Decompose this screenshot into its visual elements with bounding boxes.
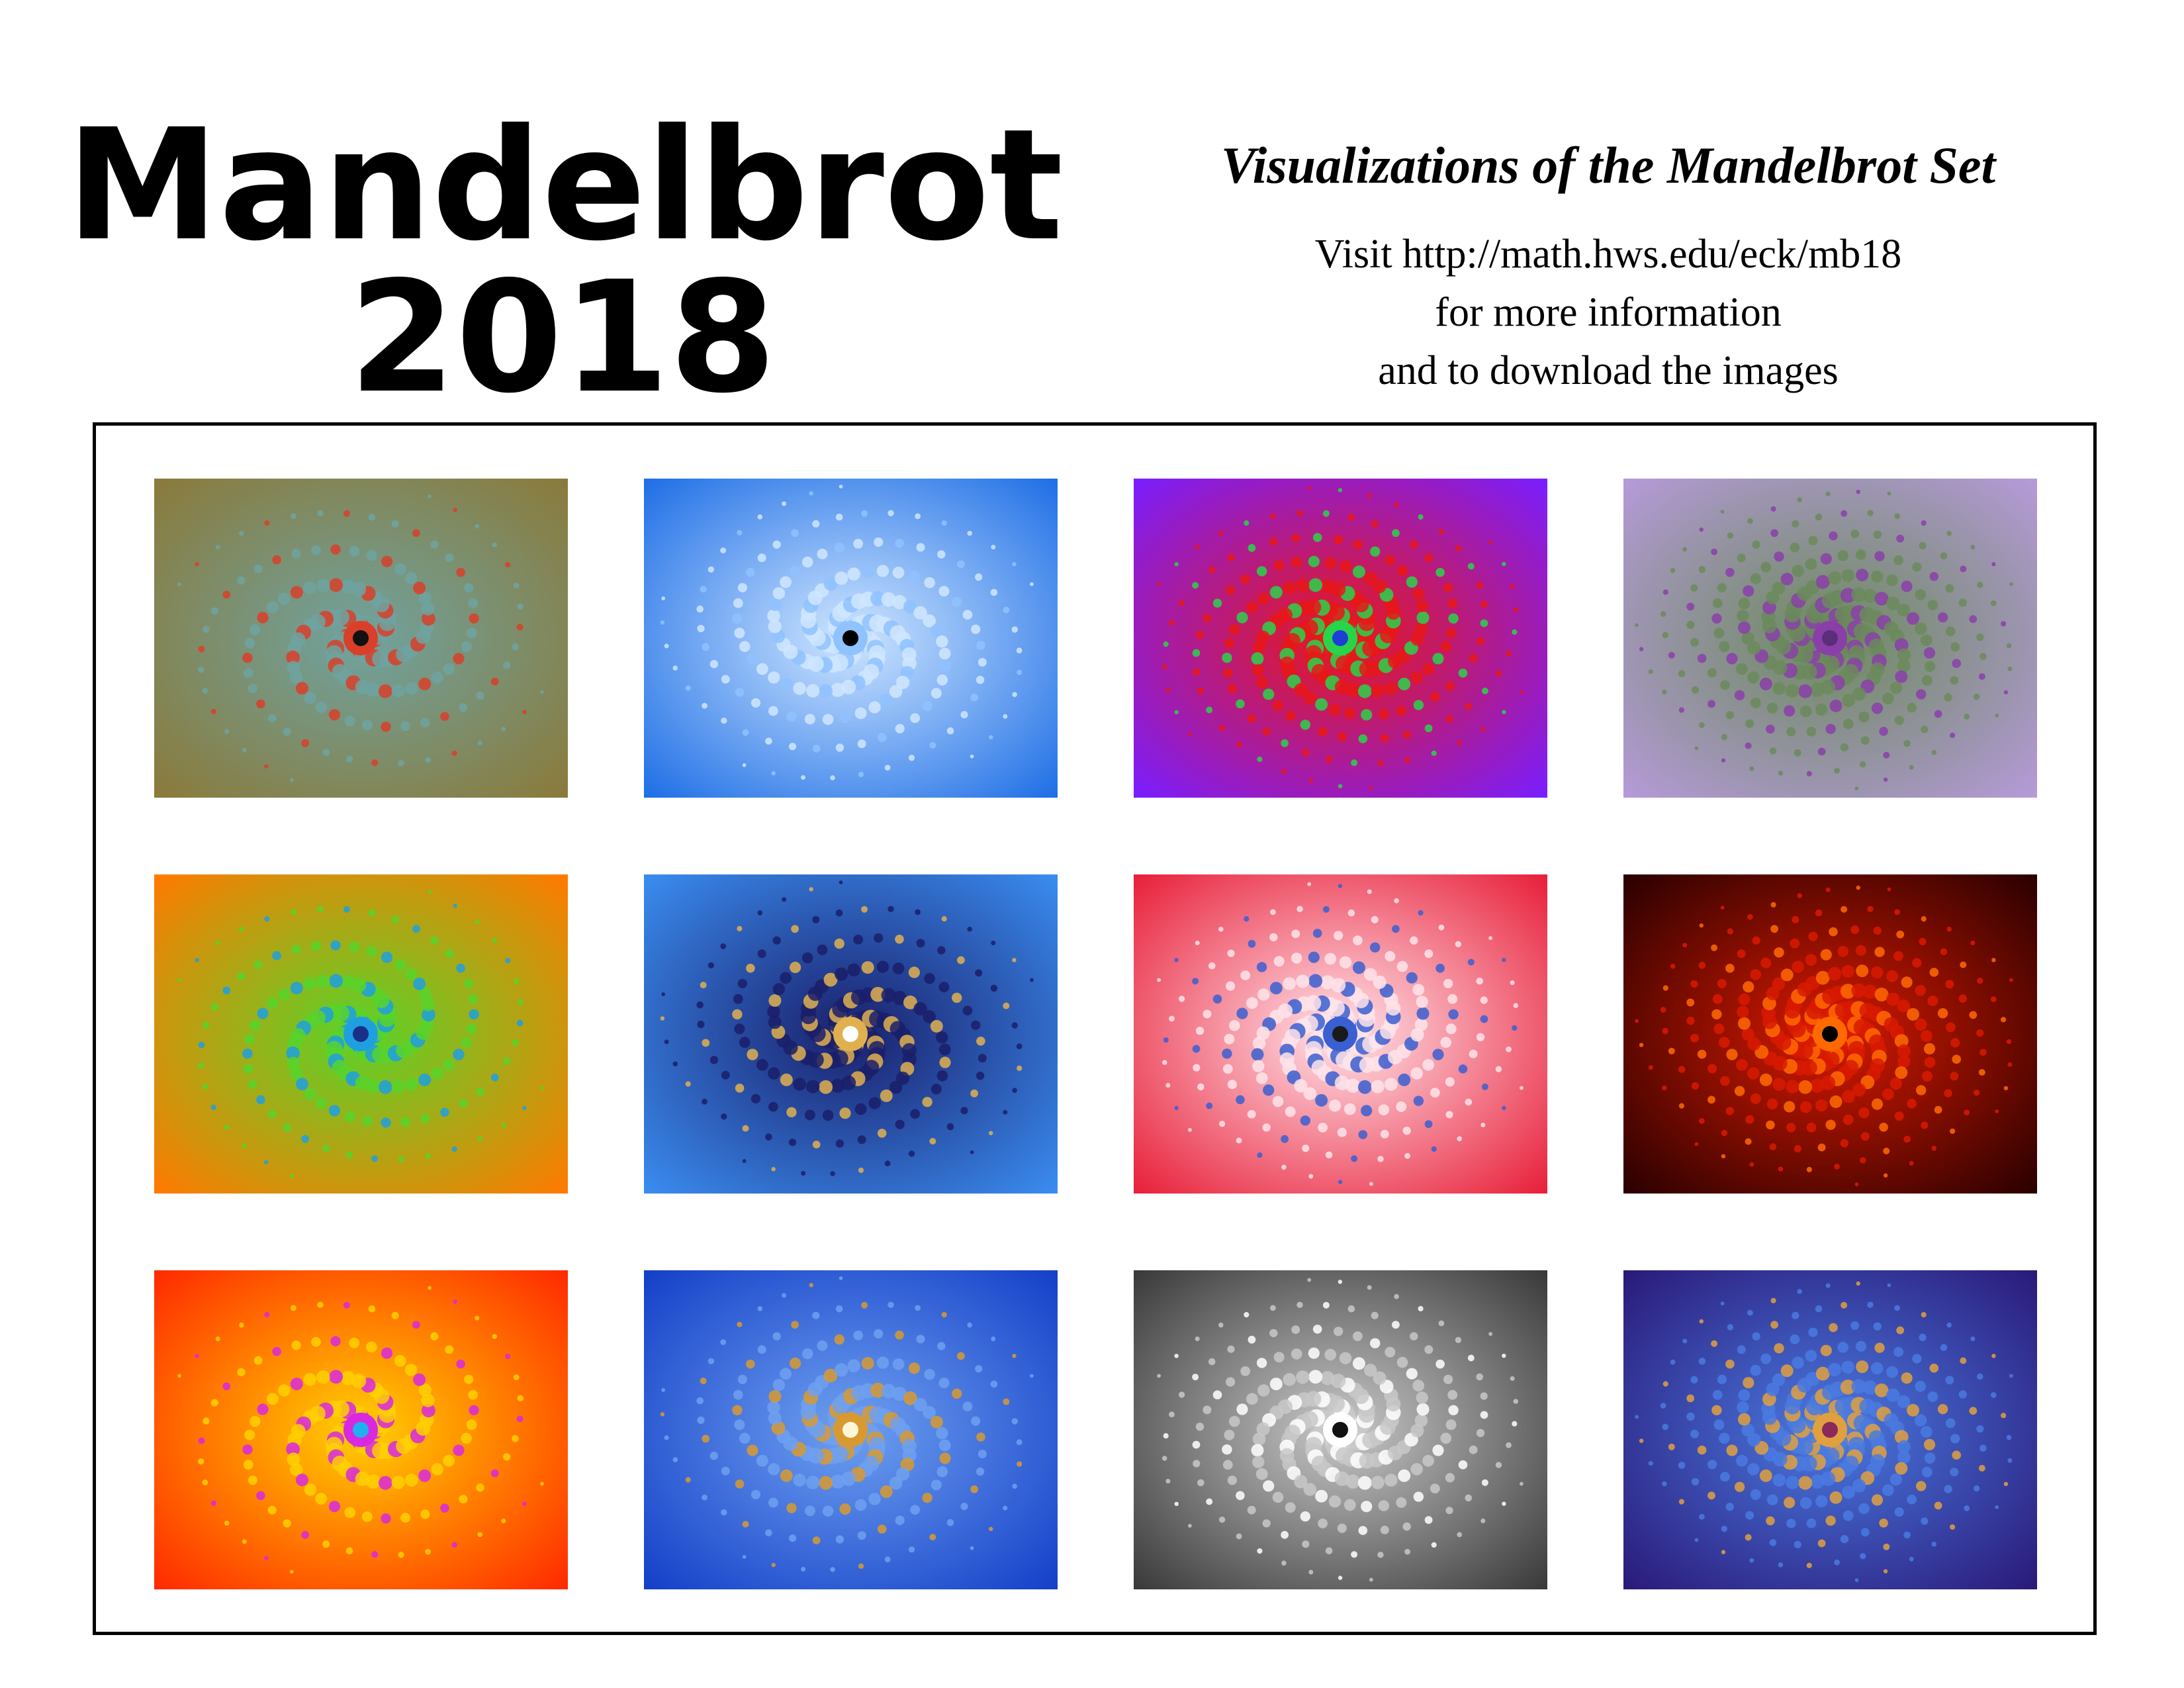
- fractal-graphic: [154, 874, 568, 1194]
- fractal-image-5: [154, 874, 568, 1194]
- fractal-graphic: [1623, 874, 2037, 1194]
- fractal-graphic: [644, 479, 1058, 798]
- gallery-frame: [93, 422, 2097, 1635]
- page-title: Mandelbrot 2018: [66, 96, 1064, 427]
- info-line-3: and to download the images: [1378, 348, 1839, 393]
- fractal-graphic: [1134, 1270, 1547, 1589]
- title-line-2: 2018: [349, 248, 776, 427]
- fractal-image-6: [644, 874, 1058, 1194]
- fractal-graphic: [644, 1270, 1058, 1589]
- info-line-2: for more information: [1435, 290, 1782, 335]
- fractal-image-7: [1134, 874, 1547, 1194]
- fractal-graphic: [644, 874, 1058, 1194]
- fractal-image-10: [644, 1270, 1058, 1589]
- subtitle: Visualizations of the Mandelbrot Set: [1220, 136, 1996, 194]
- fractal-image-8: [1623, 874, 2037, 1194]
- fractal-image-12: [1623, 1270, 2037, 1589]
- fractal-graphic: [1623, 1270, 2037, 1589]
- fractal-graphic: [154, 1270, 568, 1589]
- info-line-1: Visit http://math.hws.edu/eck/mb18: [1314, 232, 1902, 277]
- fractal-image-1: [154, 479, 568, 798]
- fractal-image-2: [644, 479, 1058, 798]
- fractal-graphic: [1134, 479, 1547, 798]
- fractal-image-3: [1134, 479, 1547, 798]
- fractal-graphic: [1134, 874, 1547, 1194]
- fractal-graphic: [1623, 479, 2037, 798]
- info-text: Visit http://math.hws.edu/eck/mb18 for m…: [1125, 225, 2091, 400]
- fractal-image-11: [1134, 1270, 1547, 1589]
- fractal-image-9: [154, 1270, 568, 1589]
- fractal-graphic: [154, 479, 568, 798]
- title-line-1: Mandelbrot: [66, 96, 1064, 275]
- fractal-image-4: [1623, 479, 2037, 798]
